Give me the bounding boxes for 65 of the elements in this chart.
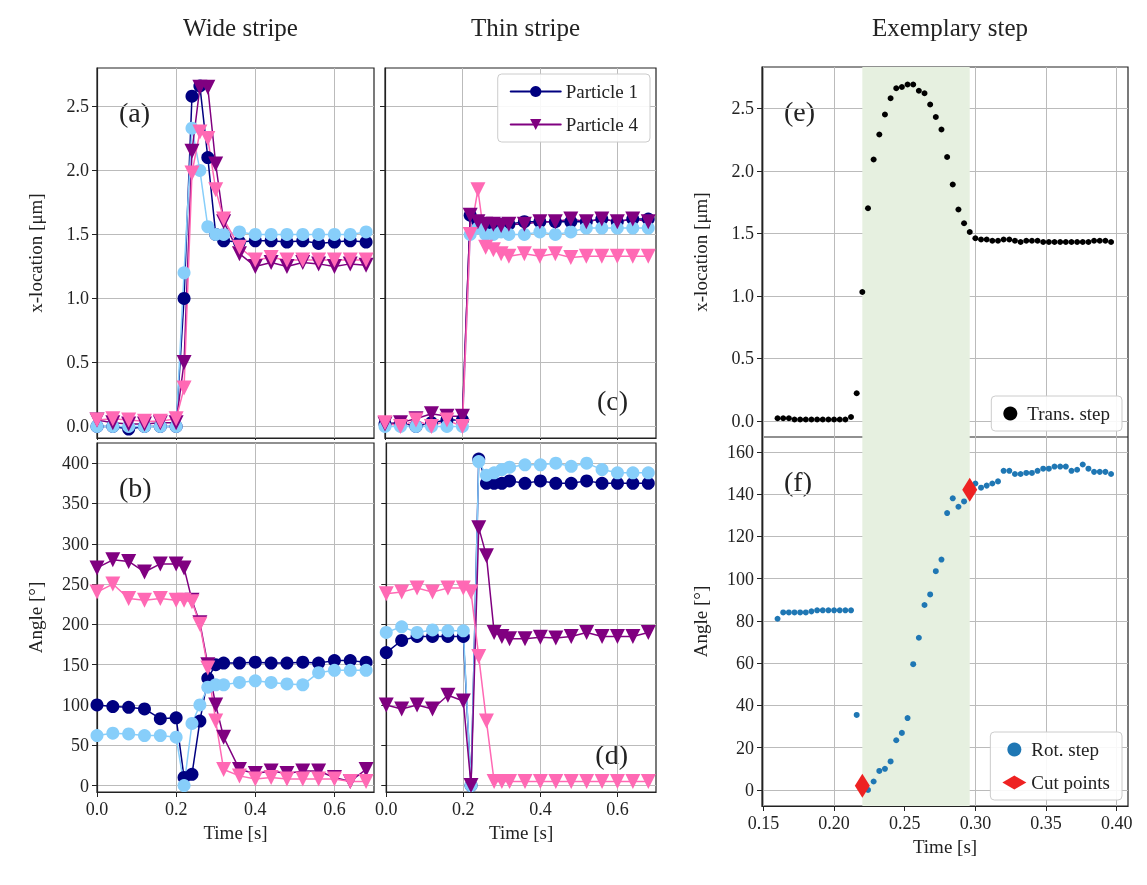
- chart-title: Wide stripe: [183, 14, 298, 41]
- x-axis-title: Time [s]: [489, 821, 554, 843]
- y-tick-label: 1.5: [66, 224, 89, 245]
- legend-label: Cut points: [1031, 772, 1110, 793]
- y-tick-label: 350: [62, 493, 89, 514]
- y-tick-label: 40: [736, 695, 754, 716]
- x-tick-label: 0.4: [244, 799, 267, 819]
- annotation: (f): [784, 465, 812, 497]
- y-tick-label: 1.5: [731, 223, 754, 244]
- x-tick-label: 0.6: [606, 799, 629, 819]
- x-axis-title: Time [s]: [912, 835, 978, 857]
- y-tick-label: 100: [727, 568, 754, 589]
- y-tick-label: 2.5: [731, 98, 754, 119]
- y-tick-label: 250: [62, 574, 89, 595]
- legend-label: Trans. step: [1027, 403, 1110, 424]
- x-tick-label: 0.25: [888, 813, 921, 833]
- y-axis-title: Angle [°]: [25, 581, 46, 654]
- y-tick-label: 50: [71, 735, 89, 756]
- y-tick-label: 1.0: [731, 285, 754, 306]
- y-tick-label: 150: [62, 654, 89, 675]
- y-tick-label: 0: [80, 775, 89, 796]
- x-axis-title: Time [s]: [203, 821, 268, 843]
- legend-label: Particle 1: [565, 81, 638, 102]
- x-tick-label: 0.0: [85, 799, 109, 819]
- y-tick-label: 2.0: [731, 160, 754, 181]
- y-axis-title: x-location [μm]: [690, 192, 711, 312]
- annotation: (a): [119, 96, 151, 128]
- chart-title: Thin stripe: [470, 14, 581, 41]
- x-tick-label: 0.20: [818, 813, 850, 833]
- y-tick-label: 1.0: [66, 288, 89, 309]
- y-tick-label: 0.5: [731, 348, 754, 369]
- annotation: (b): [119, 471, 152, 503]
- x-tick-label: 0.30: [959, 813, 992, 833]
- y-tick-label: 140: [727, 484, 754, 505]
- x-tick-label: 0.4: [529, 799, 552, 819]
- y-tick-label: 300: [62, 533, 89, 554]
- x-tick-label: 0.0: [375, 799, 398, 819]
- y-tick-label: 2.5: [66, 96, 89, 117]
- x-tick-label: 0.6: [323, 799, 346, 819]
- y-tick-label: 2.0: [66, 160, 89, 181]
- y-tick-label: 160: [727, 441, 754, 462]
- y-tick-label: 20: [736, 737, 754, 758]
- x-tick-label: 0.40: [1100, 813, 1133, 833]
- y-tick-label: 0.0: [66, 416, 89, 437]
- legend-label: Particle 4: [565, 114, 639, 135]
- y-tick-label: 200: [62, 614, 89, 635]
- annotation: (d): [595, 738, 629, 770]
- y-axis-title: Angle [°]: [690, 585, 711, 658]
- x-tick-label: 0.15: [747, 813, 780, 833]
- x-tick-label: 0.35: [1030, 813, 1062, 833]
- x-tick-label: 0.2: [164, 799, 188, 819]
- y-axis-title: x-location [μm]: [25, 193, 46, 313]
- y-tick-label: 100: [62, 694, 89, 715]
- y-tick-label: 80: [736, 610, 754, 631]
- y-tick-label: 60: [736, 653, 754, 674]
- x-tick-label: 0.2: [452, 799, 475, 819]
- chart-title: Exemplary step: [871, 14, 1029, 41]
- y-tick-label: 0: [745, 779, 754, 800]
- y-tick-label: 400: [62, 453, 89, 474]
- annotation: (e): [784, 95, 816, 127]
- y-tick-label: 0.5: [66, 352, 89, 373]
- legend-label: Rot. step: [1031, 739, 1099, 760]
- y-tick-label: 0.0: [731, 410, 754, 431]
- annotation: (c): [596, 384, 628, 416]
- y-tick-label: 120: [727, 526, 754, 547]
